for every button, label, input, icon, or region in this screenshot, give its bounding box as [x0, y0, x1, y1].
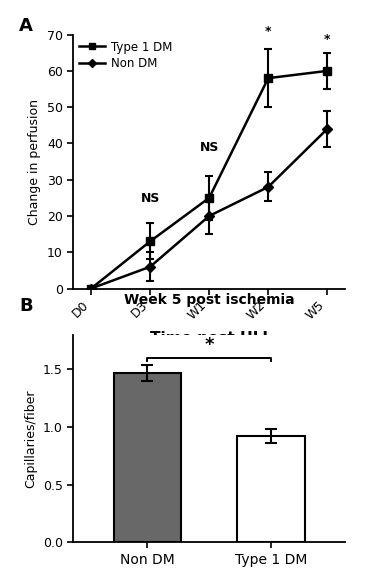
Title: Week 5 post ischemia: Week 5 post ischemia	[124, 293, 294, 307]
Y-axis label: Capillaries/fiber: Capillaries/fiber	[25, 389, 37, 488]
Text: A: A	[19, 17, 33, 35]
Text: NS: NS	[141, 192, 160, 205]
Text: *: *	[265, 25, 272, 38]
Y-axis label: Change in perfusion: Change in perfusion	[28, 99, 41, 224]
Bar	[237, 436, 305, 542]
Text: B: B	[19, 297, 33, 315]
Bar	[113, 373, 181, 542]
Text: *: *	[324, 32, 331, 46]
X-axis label: Time post HLI: Time post HLI	[150, 331, 268, 346]
Legend: Type 1 DM, Non DM: Type 1 DM, Non DM	[79, 40, 172, 70]
Text: NS: NS	[200, 141, 219, 154]
Text: *: *	[204, 336, 214, 354]
